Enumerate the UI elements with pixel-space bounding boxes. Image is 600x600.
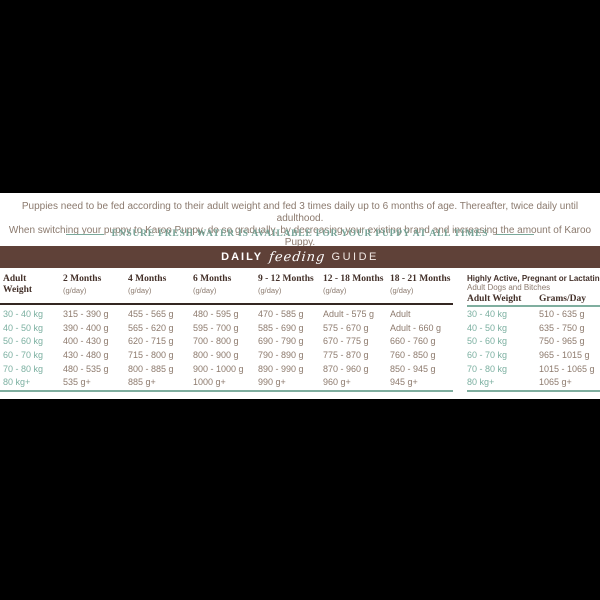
table-cell: 430 - 480 g [63,349,109,360]
table-row-weight: 30 - 40 kg [3,308,44,319]
table-cell: 510 - 635 g [539,308,585,319]
table-cell: 480 - 595 g [193,308,239,319]
table-cell: 670 - 775 g [323,336,369,347]
table-cell: 620 - 715 g [128,336,174,347]
table-row-weight: 30 - 40 kg [467,308,508,319]
header-18-21-months: 18 - 21 Months (g/day) [390,274,451,295]
intro-text: Puppies need to be fed according to thei… [0,201,600,249]
main-table-header-divider [0,303,453,305]
main-table-bottom-line [0,390,453,392]
table-cell: 900 - 1000 g [193,363,244,374]
table-cell: 945 g+ [390,377,418,388]
table-row-weight: 40 - 50 kg [467,322,508,333]
table-row-weight: 60 - 70 kg [3,349,44,360]
banner-word-daily: DAILY [221,251,264,263]
header-2-months: 2 Months (g/day) [63,274,102,295]
table-cell: 965 - 1015 g [539,349,590,360]
table-cell: 390 - 400 g [63,322,109,333]
table-row-weight: 50 - 60 kg [467,336,508,347]
table-row-weight: 80 kg+ [3,377,31,388]
table-cell: 790 - 890 g [258,349,304,360]
table-cell: 315 - 390 g [63,308,109,319]
table-cell: 885 g+ [128,377,156,388]
intro-line-1: Puppies need to be fed according to thei… [21,201,579,224]
banner-word-feeding: feeding [268,249,327,265]
table-cell: 990 g+ [258,377,286,388]
table-cell: 750 - 965 g [539,336,585,347]
table-cell: 800 - 900 g [193,349,239,360]
table-cell: 1000 g+ [193,377,226,388]
table-cell: Adult - 575 g [323,308,375,319]
table-cell: 700 - 800 g [193,336,239,347]
fresh-water-text: ENSURE FRESH WATER IS AVAILABLE FOR YOUR… [111,229,489,239]
active-table-header-divider [467,305,600,307]
table-row-weight: 70 - 80 kg [467,363,508,374]
main-table-body: 30 - 40 kg 315 - 390 g 455 - 565 g 480 -… [3,307,453,389]
active-table-bottom-line [467,390,600,392]
table-cell: 1015 - 1065 g [539,363,595,374]
banner-word-guide: GUIDE [331,251,379,263]
table-cell: 565 - 620 g [128,322,174,333]
table-cell: 595 - 700 g [193,322,239,333]
active-header-adult-weight: Adult Weight [467,294,522,304]
main-table-header-row: Adult Weight 2 Months (g/day) 4 Months (… [3,274,453,296]
table-cell: 850 - 945 g [390,363,436,374]
header-6-months: 6 Months (g/day) [193,274,232,295]
table-cell: 470 - 585 g [258,308,304,319]
table-row-weight: 60 - 70 kg [467,349,508,360]
table-cell: 775 - 870 g [323,349,369,360]
header-adult-weight: Adult Weight [3,274,33,295]
table-row-weight: 80 kg+ [467,377,495,388]
header-4-months: 4 Months (g/day) [128,274,167,295]
table-cell: 400 - 430 g [63,336,109,347]
active-table-header-row: Adult Weight Grams/Day [467,294,600,304]
table-cell: 585 - 690 g [258,322,304,333]
table-cell: 635 - 750 g [539,322,585,333]
header-9-12-months: 9 - 12 Months (g/day) [258,274,314,295]
right-rule [496,233,535,235]
fresh-water-notice: ENSURE FRESH WATER IS AVAILABLE FOR YOUR… [0,229,600,239]
active-header-grams-day: Grams/Day [539,294,586,304]
header-12-18-months: 12 - 18 Months (g/day) [323,274,384,295]
table-cell: 535 g+ [63,377,91,388]
table-cell: 760 - 850 g [390,349,436,360]
intro-line-2: When switching your puppy to Karoo Puppy… [8,225,592,248]
table-cell: 480 - 535 g [63,363,109,374]
left-rule [65,233,104,235]
table-cell: 1065 g+ [539,377,572,388]
table-cell: 715 - 800 g [128,349,174,360]
table-cell: 455 - 565 g [128,308,174,319]
table-cell: 870 - 960 g [323,363,369,374]
feeding-guide-panel: Puppies need to be fed according to thei… [0,193,600,399]
table-cell: 800 - 885 g [128,363,174,374]
table-cell: 690 - 790 g [258,336,304,347]
daily-feeding-guide-banner: DAILY feeding GUIDE [0,246,600,268]
table-cell: Adult [390,308,411,319]
active-table-subtitle: Adult Dogs and Bitches [467,283,551,292]
table-cell: 960 g+ [323,377,351,388]
table-cell: 660 - 760 g [390,336,436,347]
table-cell: 890 - 990 g [258,363,304,374]
active-table-title: Highly Active, Pregnant or Lactating [467,274,600,283]
table-row-weight: 40 - 50 kg [3,322,44,333]
table-row-weight: 50 - 60 kg [3,336,44,347]
active-table-body: 30 - 40 kg 510 - 635 g 40 - 50 kg 635 - … [467,307,600,389]
table-row-weight: 70 - 80 kg [3,363,44,374]
table-cell: Adult - 660 g [390,322,442,333]
table-cell: 575 - 670 g [323,322,369,333]
